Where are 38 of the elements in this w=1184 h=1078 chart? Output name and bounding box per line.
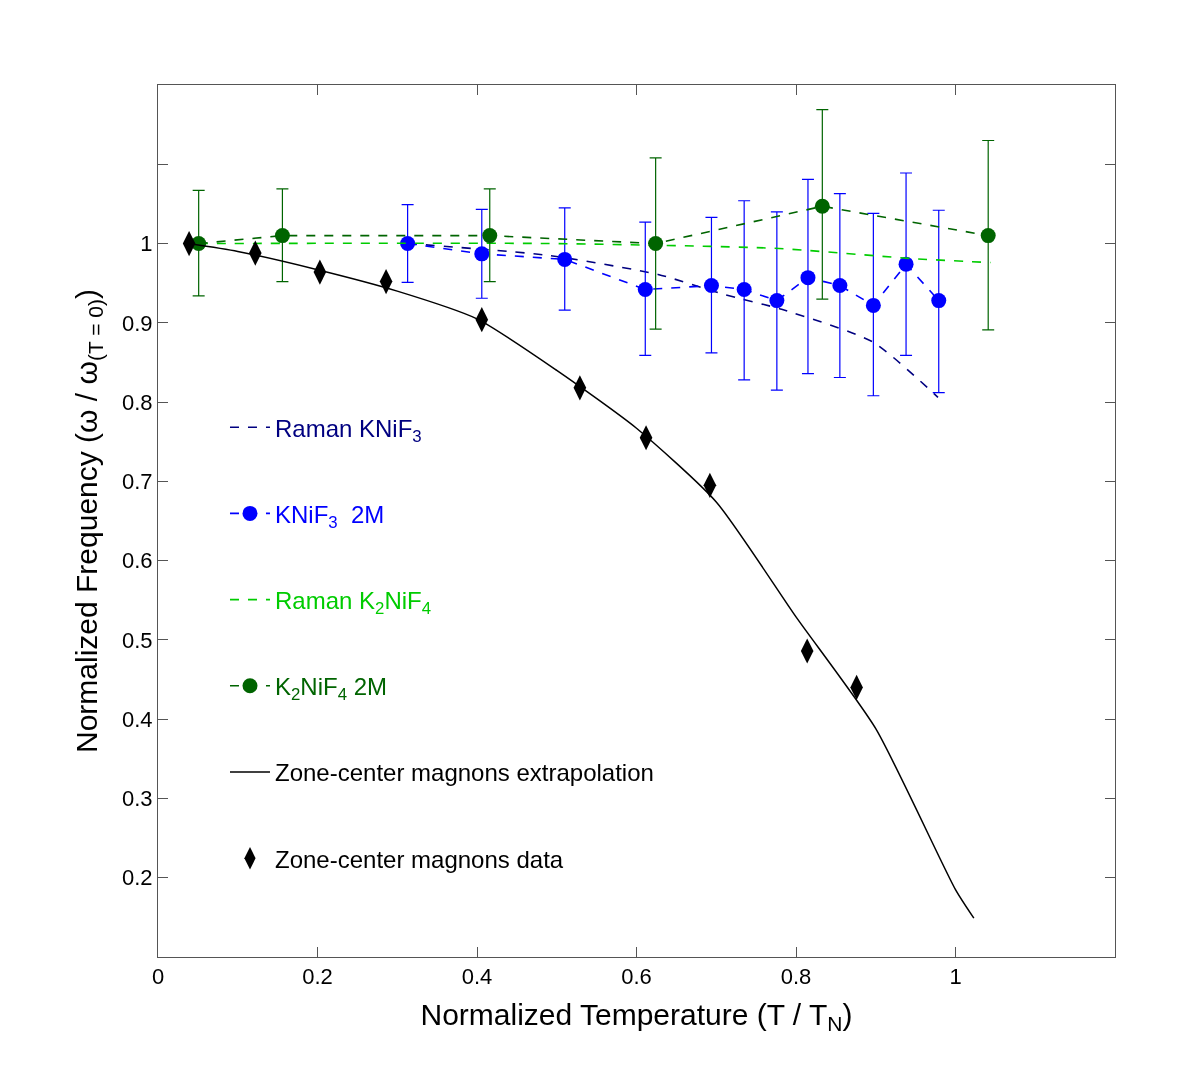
legend-label: Raman KNiF$_{3}$ <box>274 414 422 446</box>
y-tick-label: 0.6 <box>122 548 153 574</box>
legend-label: Zone-center magnons data <box>274 845 564 873</box>
y-tick-label: 0.5 <box>122 627 153 653</box>
x-tick-label: 0 <box>151 964 165 990</box>
point <box>865 297 881 313</box>
legend-label: Raman K$_{2}$NiF$_{4}$ <box>274 586 432 618</box>
point <box>400 236 416 252</box>
point <box>980 228 996 244</box>
point <box>557 251 573 267</box>
point <box>832 278 848 294</box>
point <box>474 246 490 262</box>
y-tick-label: 0.9 <box>122 310 153 336</box>
x-tick-label: 1 <box>949 964 962 990</box>
x-axis-title: Normalized Temperature (T / T$_{N}$) <box>420 997 853 1036</box>
legend-label: KNiF$_{3}$ 2M <box>274 500 385 532</box>
x-tick-label: 0.6 <box>621 964 652 990</box>
y-tick-label: 0.7 <box>122 469 153 495</box>
x-tick-label: 0.4 <box>461 964 493 990</box>
point <box>703 278 719 294</box>
point <box>482 228 498 244</box>
y-tick-label: 1 <box>140 231 153 257</box>
point <box>814 198 830 214</box>
y-tick-label: 0.8 <box>122 389 153 415</box>
legend-label: K$_{2}$NiF$_{4}$ 2M <box>274 673 388 705</box>
x-tick-label: 0.2 <box>302 964 333 990</box>
point <box>769 293 785 309</box>
point <box>800 270 816 286</box>
y-tick-label: 0.2 <box>122 865 153 891</box>
y-tick-label: 0.3 <box>122 786 153 812</box>
y-tick-label: 0.4 <box>122 706 153 732</box>
point <box>637 282 653 298</box>
legend-label: Zone-center magnons extrapolation <box>274 759 654 787</box>
point <box>648 236 664 252</box>
point <box>274 228 290 244</box>
point <box>736 282 752 298</box>
x-tick-label: 0.8 <box>780 964 812 990</box>
point <box>931 293 947 309</box>
